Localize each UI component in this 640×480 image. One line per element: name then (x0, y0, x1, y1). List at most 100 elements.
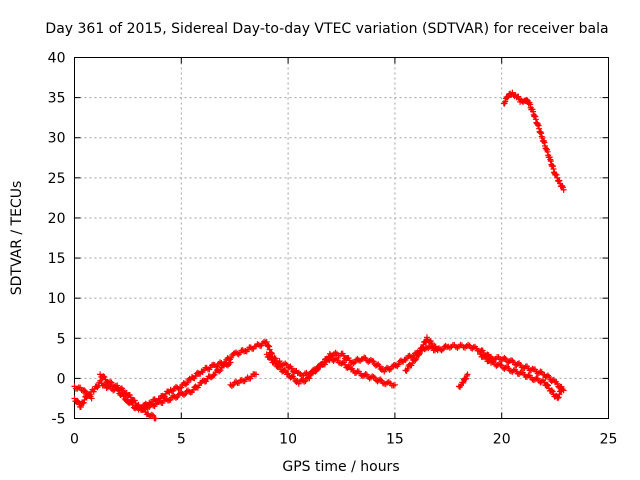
data-point (340, 352, 347, 359)
data-point (463, 375, 470, 382)
data-point (362, 371, 369, 378)
data-point (532, 376, 539, 383)
y-tick-label: 10 (48, 291, 66, 307)
data-point (544, 381, 551, 388)
data-point (350, 360, 357, 367)
data-point (370, 358, 377, 365)
data-point (100, 373, 107, 380)
data-point (123, 396, 130, 403)
data-point (114, 382, 121, 389)
data-segment (402, 334, 441, 374)
data-point (409, 360, 416, 367)
data-point (537, 368, 544, 375)
data-point (416, 348, 423, 355)
data-point (301, 378, 308, 385)
data-point (81, 387, 88, 394)
data-point (255, 341, 262, 348)
data-point (175, 385, 182, 392)
data-point (127, 394, 134, 401)
data-point (418, 345, 425, 352)
data-segment (455, 371, 471, 390)
data-point (90, 388, 97, 395)
data-point (192, 373, 199, 380)
data-point (556, 391, 563, 398)
y-tick-label: -5 (52, 412, 66, 428)
data-point (395, 361, 402, 368)
data-point (464, 371, 471, 378)
y-tick-label: 0 (57, 371, 66, 387)
x-tick-label: 20 (493, 432, 511, 448)
data-point (167, 386, 174, 393)
data-segment (263, 351, 313, 387)
data-point (560, 186, 567, 193)
data-point (386, 366, 393, 373)
data-point (530, 108, 537, 115)
data-point (504, 94, 511, 101)
data-point (361, 372, 368, 379)
data-point (533, 375, 540, 382)
data-point (239, 347, 246, 354)
data-point (482, 353, 489, 360)
data-point (557, 388, 564, 395)
data-segment (71, 383, 95, 402)
data-point (234, 350, 241, 357)
data-point (416, 351, 423, 358)
data-point (391, 381, 398, 388)
data-segment (71, 338, 567, 413)
data-point (211, 362, 218, 369)
data-point (554, 380, 561, 387)
data-point (228, 382, 235, 389)
data-point (488, 359, 495, 366)
data-segment (97, 371, 159, 422)
data-point (253, 371, 260, 378)
data-point (217, 367, 224, 374)
data-point (184, 379, 191, 386)
data-point (291, 375, 298, 382)
y-tick-label: 35 (48, 91, 66, 107)
data-segment (477, 351, 548, 386)
chart-title: Day 361 of 2015, Sidereal Day-to-day VTE… (45, 21, 608, 37)
data-point (74, 397, 81, 404)
data-point (228, 354, 235, 361)
data-point (342, 361, 349, 368)
data-point (419, 344, 426, 351)
data-point (285, 370, 292, 377)
data-point (412, 357, 419, 364)
y-axis-label: SDTVAR / TECUs (9, 181, 25, 296)
data-point (101, 373, 108, 380)
grid-lines (74, 57, 609, 419)
data-point (211, 371, 218, 378)
data-point (227, 359, 234, 366)
data-point (82, 388, 89, 395)
x-tick-label: 15 (386, 432, 404, 448)
data-point (538, 378, 545, 385)
data-point (272, 359, 279, 366)
data-point (210, 372, 217, 379)
data-point (317, 363, 324, 370)
data-point (266, 353, 273, 360)
data-point (489, 358, 496, 365)
data-point (355, 357, 362, 364)
data-point (276, 363, 283, 370)
data-point (216, 368, 223, 375)
data-segment (500, 89, 567, 193)
x-tick-label: 10 (279, 432, 297, 448)
y-tick-label: 40 (48, 51, 66, 67)
y-tick-label: 30 (48, 131, 66, 147)
data-point (104, 384, 111, 391)
data-point (308, 370, 315, 377)
data-point (428, 340, 435, 347)
data-point (131, 397, 138, 404)
data-point (148, 411, 155, 418)
data-point (545, 382, 552, 389)
data-point (88, 395, 95, 402)
data-point (271, 358, 278, 365)
data-point (546, 373, 553, 380)
data-segment (135, 359, 234, 412)
data-point (267, 354, 274, 361)
plot-frame (74, 57, 609, 419)
data-point (120, 387, 127, 394)
y-tick-label: 25 (48, 171, 66, 187)
